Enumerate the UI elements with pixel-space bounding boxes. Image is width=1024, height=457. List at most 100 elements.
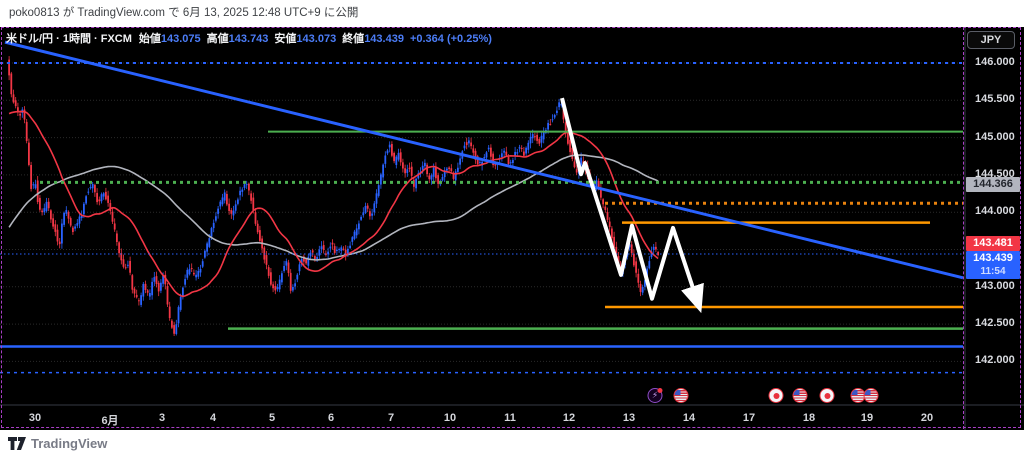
event-flash-icon[interactable]: ⚡ (647, 388, 663, 403)
ohlc-value: 143.073 (296, 33, 337, 45)
candle-body (80, 214, 83, 218)
candle-body (127, 264, 129, 266)
candle-body (388, 144, 391, 148)
candle-body (30, 164, 32, 189)
candle-body (523, 151, 525, 156)
price-tick: 144.000 (975, 205, 1015, 218)
candle-body (149, 293, 151, 297)
event-us-flag-icon[interactable] (792, 388, 808, 403)
candle-body (316, 257, 318, 260)
candle-body (344, 249, 347, 257)
candle-body (648, 261, 651, 269)
candle-body (113, 223, 116, 230)
candle-body (171, 320, 173, 328)
candle-body (153, 277, 156, 282)
price-tick: 145.000 (975, 130, 1015, 143)
candle-body (542, 131, 545, 140)
candle-body (520, 147, 523, 149)
us-flag-canton (674, 390, 681, 395)
event-us-flag-icon[interactable] (673, 388, 689, 403)
candle-body (61, 223, 63, 244)
candle-body (296, 274, 299, 280)
candle-body (72, 227, 74, 233)
candle-body (452, 172, 455, 179)
candle-body (329, 246, 332, 249)
candle-body (567, 129, 569, 144)
candle-body (179, 296, 182, 310)
time-axis[interactable]: 30 6月 3 4 5 6 7 10 11 12 13 14 17 18 19 20 (0, 405, 1024, 430)
candle-body (560, 104, 563, 106)
candle-body (432, 167, 435, 177)
time-tick: 11 (504, 412, 516, 424)
event-us-flag-icon[interactable] (863, 388, 879, 403)
candle-body (96, 193, 98, 203)
candle-body (243, 184, 246, 188)
symbol-legend[interactable]: 米ドル/円 · 1時間 · FXCM 始値143.075 高値143.743 安値14… (6, 30, 492, 46)
candle-body (558, 102, 560, 108)
candle-body (201, 261, 204, 267)
candle-body (190, 268, 193, 270)
ohlc-label: 終値 (342, 33, 365, 45)
candle-body (250, 193, 252, 201)
chart-area[interactable]: 米ドル/円 · 1時間 · FXCM 始値143.075 高値143.743 安値14… (0, 27, 1024, 430)
change-value: +0.364 (+0.25%) (409, 33, 492, 45)
candle-body (386, 150, 389, 154)
price-axis[interactable]: JPY 144.366 143.481 143.439 11:54 146.00… (965, 27, 1024, 405)
candle-body (358, 223, 360, 230)
candle-body (353, 231, 356, 239)
candle-body (395, 156, 398, 165)
candle-body (65, 210, 68, 214)
event-japan-flag-icon[interactable] (819, 388, 835, 403)
candle-body (210, 228, 213, 237)
candle-body (63, 212, 65, 225)
tradingview-logo[interactable]: TradingView (8, 436, 107, 451)
candle-body (369, 211, 371, 217)
candle-body (276, 287, 279, 290)
candle-body (168, 306, 171, 319)
time-tick: 19 (860, 412, 874, 424)
time-tick: 6 (327, 412, 335, 424)
candle-body (650, 251, 653, 258)
candles-layer (8, 56, 659, 336)
us-flag-canton (864, 390, 871, 395)
symbol-title[interactable]: 米ドル/円 · 1時間 · FXCM (6, 33, 132, 45)
time-tick: 4 (209, 412, 217, 424)
candle-body (342, 248, 345, 250)
candle-body (252, 197, 255, 211)
candle-body (441, 177, 444, 181)
candle-body (512, 160, 514, 164)
price-tick: 142.500 (975, 317, 1015, 330)
ma-red-price-label: 143.481 (966, 236, 1020, 252)
candle-body (248, 183, 250, 191)
candle-body (531, 134, 534, 139)
candle-body (371, 213, 373, 216)
event-japan-flag-icon[interactable] (768, 388, 784, 403)
candle-body (481, 161, 483, 166)
descending-trendline[interactable] (4, 40, 964, 280)
forecast-zigzag-arrow[interactable] (560, 97, 704, 314)
ohlc-label: 安値 (274, 33, 297, 45)
gray-moving-average (8, 154, 659, 261)
candle-body (525, 147, 527, 154)
candle-body (318, 249, 321, 256)
candle-body (479, 161, 481, 163)
last-price-value: 143.439 (973, 252, 1013, 265)
candle-body (267, 267, 270, 276)
candle-body (377, 185, 380, 196)
candle-body (109, 203, 112, 211)
candle-body (300, 258, 303, 265)
candle-body (177, 307, 180, 324)
candle-body (239, 190, 241, 196)
candle-body (538, 139, 541, 144)
japan-flag-sun (824, 392, 830, 399)
time-tick: 12 (562, 412, 576, 424)
candle-body (100, 194, 103, 202)
currency-toggle-button[interactable]: JPY (967, 31, 1015, 49)
candle-body (87, 191, 90, 193)
candle-body (426, 164, 428, 174)
candle-body (144, 283, 147, 290)
price-chart-canvas[interactable] (0, 27, 1024, 430)
candle-body (410, 166, 413, 176)
candle-body (105, 191, 107, 200)
candle-body (56, 229, 59, 242)
